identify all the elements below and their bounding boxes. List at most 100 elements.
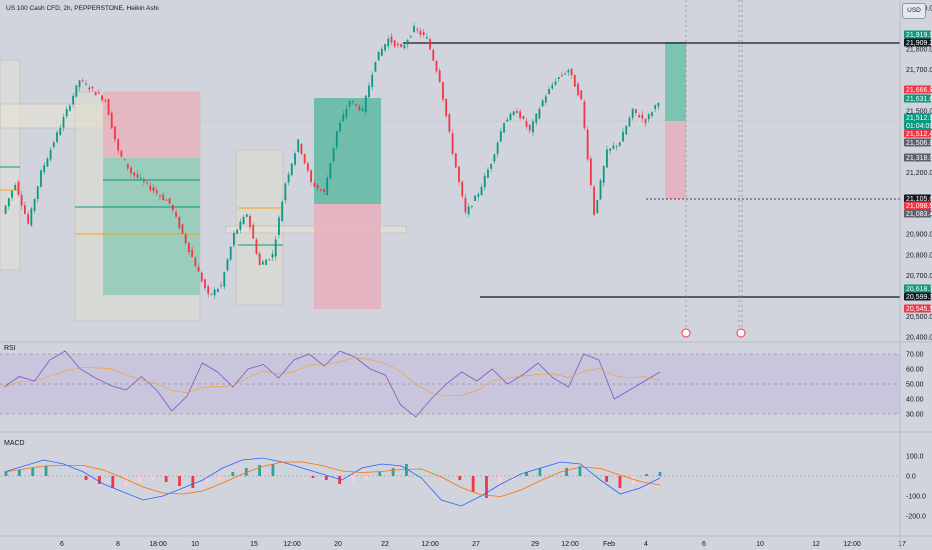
candle-body (40, 170, 42, 187)
macd-bar (605, 476, 609, 482)
price-axis[interactable]: 22,000.021,800.021,700.021,600.021,500.0… (899, 0, 932, 550)
candle-body (85, 83, 87, 85)
macd-bar (57, 468, 61, 476)
candle-body (483, 175, 486, 188)
candles-group (4, 22, 660, 300)
candle-body (442, 82, 444, 100)
macd-label: MACD (4, 440, 25, 447)
candle-body (339, 122, 341, 132)
short-target-zone[interactable] (103, 158, 200, 295)
candle-body (136, 174, 139, 178)
candle-body (499, 131, 502, 142)
time-tick-label: 12:00 (421, 541, 439, 548)
price-badge[interactable] (904, 121, 931, 130)
candle-body (618, 142, 621, 146)
candle-body (72, 95, 75, 105)
macd-bar (191, 476, 195, 488)
candle-body (152, 187, 155, 192)
candle-body (159, 195, 161, 197)
candle-body (503, 123, 505, 133)
candle-body (142, 180, 145, 182)
candle-body (229, 246, 232, 260)
candle-body (252, 224, 255, 239)
price-badge[interactable] (904, 292, 931, 301)
macd-bar (498, 476, 502, 488)
candle-body (290, 163, 293, 176)
candle-body (11, 190, 13, 198)
price-badge[interactable] (904, 94, 931, 103)
candle-body (223, 272, 226, 287)
price-badge[interactable] (904, 304, 931, 313)
projection-stop-zone[interactable] (665, 121, 686, 199)
candle-body (46, 158, 49, 167)
price-badge[interactable] (904, 138, 931, 147)
candle-body (612, 145, 615, 149)
flag-icon[interactable] (681, 328, 691, 338)
flag-icon[interactable] (736, 328, 746, 338)
macd-histogram (4, 464, 662, 498)
macd-bar (84, 476, 88, 480)
currency-button[interactable]: USD (902, 3, 926, 19)
candle-body (149, 185, 152, 191)
candle-body (474, 195, 476, 201)
macd-pane[interactable]: MACD (0, 431, 932, 507)
price-badge[interactable] (904, 284, 931, 293)
price-badge[interactable] (904, 129, 931, 138)
price-badge-label: 20,599.3 (906, 294, 932, 301)
time-tick-label: 10 (191, 541, 199, 548)
candle-body (36, 186, 39, 199)
price-badge[interactable] (904, 153, 931, 162)
zone-left[interactable] (0, 59, 21, 271)
time-tick-label: 18:00 (149, 541, 167, 548)
candle-body (197, 266, 200, 272)
candle-body (78, 80, 81, 88)
time-tick-label: 6 (60, 541, 64, 548)
candle-body (429, 39, 431, 50)
macd-bar (298, 472, 302, 476)
candle-body (281, 201, 284, 222)
candle-body (377, 51, 380, 61)
candle-body (310, 170, 312, 182)
candle-body (538, 109, 541, 119)
short-stop-zone[interactable] (103, 92, 200, 158)
candle-body (213, 289, 216, 296)
candle-body (316, 184, 319, 189)
candle-body (110, 112, 113, 129)
price-badge[interactable] (904, 209, 931, 218)
time-axis[interactable]: 6 8 18:00 10 15 12:00 20 22 12:00 27 29 12:00 Feb 4 6 1… (0, 535, 932, 548)
macd-bar (124, 476, 128, 486)
rsi-pane[interactable]: RSI (0, 341, 932, 418)
candle-body (30, 208, 33, 226)
macd-bar (458, 476, 462, 480)
macd-bar (244, 468, 248, 476)
price-tick-label: 20,400.0 (906, 335, 932, 342)
time-tick-label: 12:00 (283, 541, 301, 548)
candle-body (59, 127, 62, 136)
candle-body (544, 96, 547, 103)
candle-body (278, 217, 280, 235)
candle-body (573, 74, 576, 87)
price-badge[interactable] (904, 85, 931, 94)
symbol-label[interactable]: US 100 Cash CFD, 2h, PEPPERSTONE, Heikin… (6, 5, 159, 12)
price-pane[interactable] (0, 0, 900, 338)
time-tick-label: 15 (250, 541, 258, 548)
candle-body (644, 118, 647, 124)
candle-body (65, 108, 68, 117)
candle-body (368, 85, 370, 98)
candle-body (233, 232, 235, 246)
long-target-zone[interactable] (314, 98, 381, 204)
price-badge[interactable] (904, 194, 931, 203)
candle-body (361, 108, 364, 111)
candle-body (589, 158, 592, 186)
candle-body (171, 204, 174, 211)
macd-bar (44, 466, 48, 476)
candle-body (480, 186, 483, 196)
price-badge[interactable] (904, 201, 931, 210)
price-badge[interactable] (904, 30, 931, 39)
price-badge[interactable] (904, 113, 931, 122)
candle-body (622, 131, 624, 142)
price-badge[interactable] (904, 38, 931, 47)
projection-target-zone[interactable] (665, 42, 686, 121)
long-stop-zone[interactable] (314, 204, 381, 309)
